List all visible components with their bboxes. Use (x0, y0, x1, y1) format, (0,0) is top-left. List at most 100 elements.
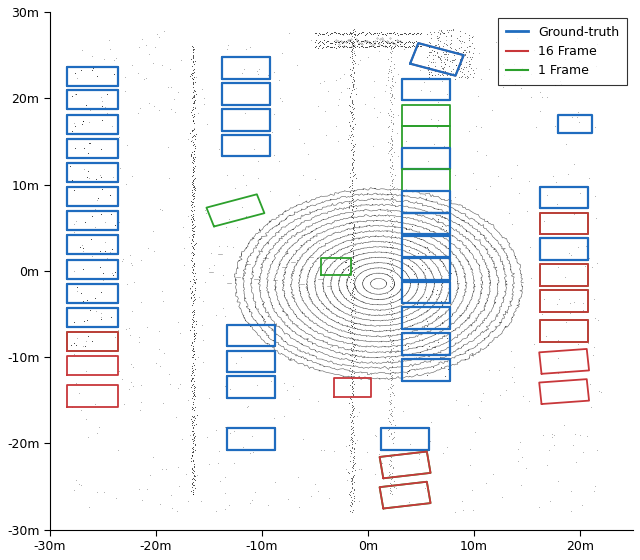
Point (241, 44, 252, 53)
Point (348, 209, 358, 218)
Point (406, 262, 417, 271)
Point (124, 385, 134, 394)
Point (434, 32, 444, 41)
Point (454, 73, 464, 82)
Point (387, 73, 397, 82)
Point (188, 214, 198, 223)
Point (190, 104, 200, 113)
Point (440, 45, 450, 54)
Point (186, 375, 196, 384)
Point (188, 359, 198, 368)
Point (506, 346, 516, 355)
Point (422, 316, 432, 325)
Point (372, 113, 382, 122)
Point (348, 185, 358, 194)
Point (426, 286, 436, 295)
Point (97, 210, 107, 219)
Point (386, 374, 396, 382)
Point (344, 118, 355, 127)
Point (187, 386, 197, 395)
Point (467, 53, 477, 62)
Point (189, 67, 199, 76)
Point (388, 416, 398, 424)
Point (186, 196, 196, 205)
Point (374, 29, 385, 38)
Point (347, 374, 357, 383)
Point (187, 268, 197, 277)
Point (214, 144, 225, 153)
Point (113, 133, 124, 142)
Point (384, 467, 394, 476)
Point (254, 197, 264, 206)
Point (441, 226, 451, 235)
Point (388, 250, 398, 259)
Point (452, 47, 463, 56)
Point (188, 231, 198, 240)
Point (550, 80, 560, 89)
Point (351, 41, 362, 50)
Point (188, 74, 198, 83)
Point (384, 353, 394, 362)
Point (439, 29, 449, 38)
Point (189, 296, 199, 305)
Point (468, 48, 478, 57)
Point (188, 406, 198, 415)
Point (494, 366, 504, 375)
Point (387, 37, 397, 46)
Point (388, 388, 398, 397)
Point (92, 428, 102, 437)
Point (78, 116, 88, 125)
Point (438, 41, 449, 50)
Point (387, 430, 397, 439)
Point (229, 458, 239, 467)
Point (188, 137, 198, 146)
Point (349, 85, 359, 94)
Point (188, 430, 198, 439)
Point (340, 42, 351, 51)
Point (348, 227, 358, 236)
Point (408, 30, 418, 39)
Point (134, 333, 144, 342)
Point (385, 357, 396, 366)
Point (399, 39, 409, 48)
Point (348, 143, 358, 152)
Point (389, 309, 399, 318)
Point (569, 160, 579, 169)
Point (188, 279, 198, 288)
Point (386, 305, 396, 314)
Point (404, 29, 414, 38)
Point (187, 286, 197, 295)
Point (158, 296, 168, 305)
Point (298, 435, 308, 444)
Point (431, 31, 442, 40)
Point (406, 30, 417, 39)
Point (355, 56, 365, 65)
Point (129, 278, 139, 287)
Point (243, 402, 253, 411)
Point (204, 459, 214, 468)
Point (90, 154, 100, 163)
Point (498, 83, 508, 92)
Point (347, 442, 357, 451)
Point (385, 334, 396, 343)
Point (222, 358, 232, 367)
Point (451, 60, 461, 69)
Point (376, 38, 386, 46)
Point (349, 454, 360, 463)
Point (349, 368, 359, 377)
Point (68, 338, 79, 347)
Point (448, 47, 458, 56)
Point (188, 384, 198, 393)
Point (189, 86, 200, 95)
Point (185, 325, 195, 334)
Point (349, 330, 359, 339)
Point (76, 406, 86, 415)
Point (76, 66, 86, 74)
Point (335, 42, 346, 51)
Point (388, 279, 399, 288)
Point (381, 37, 391, 46)
Point (346, 267, 356, 276)
Point (387, 370, 397, 379)
Point (104, 36, 114, 45)
Point (124, 323, 134, 332)
